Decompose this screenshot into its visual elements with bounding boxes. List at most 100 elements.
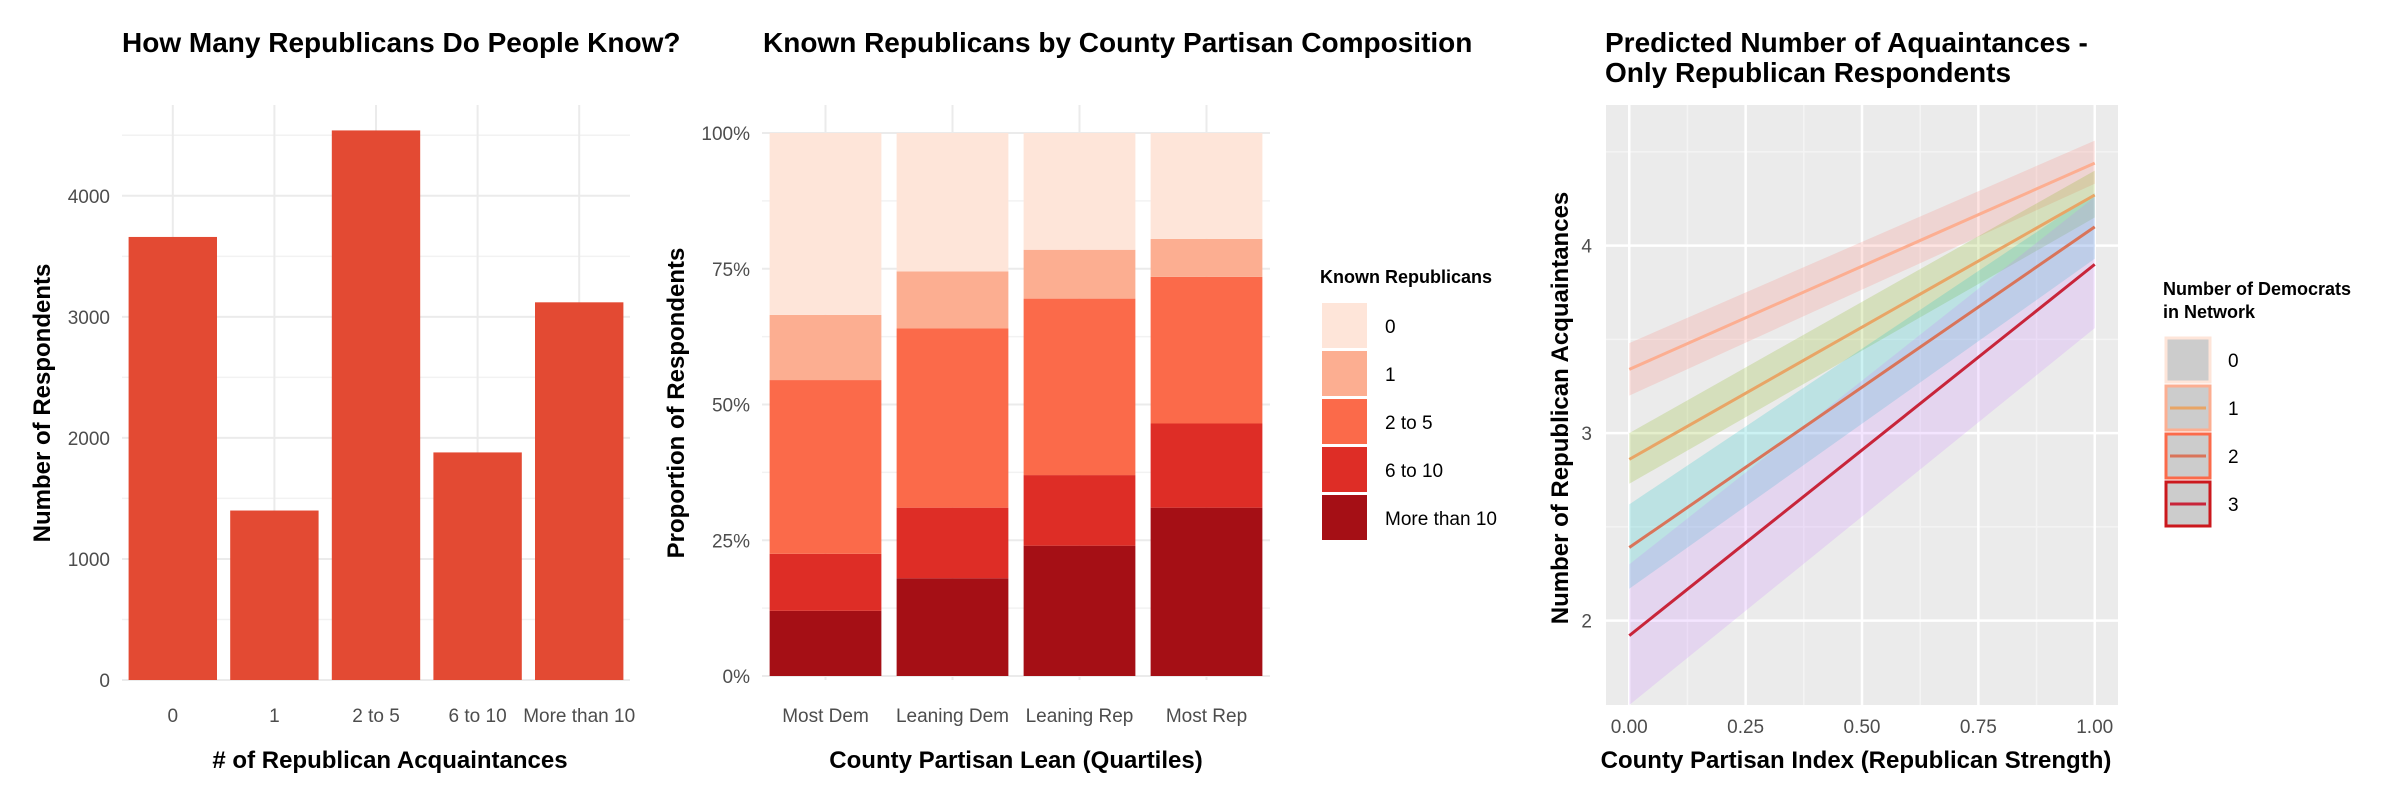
chart2-x-axis-title: County Partisan Lean (Quartiles) xyxy=(829,747,1202,774)
chart2-x-tick-leaning-rep: Leaning Rep xyxy=(1026,706,1134,727)
chart2-y-tick-labels: 0% 25% 50% 75% 100% xyxy=(701,124,750,688)
chart1-title: How Many Republicans Do People Know? xyxy=(122,27,681,58)
chart1-bar-1 xyxy=(230,510,319,680)
chart2-segment-most-dem-6-to-10 xyxy=(769,553,882,611)
chart3-y-tick-3: 3 xyxy=(1581,424,1592,445)
chart2-segment-leaning-rep-2-to-5 xyxy=(1023,298,1136,476)
chart3-x-tick-0-25: 0.25 xyxy=(1727,717,1764,738)
chart1-y-tick-3000: 3000 xyxy=(68,308,110,329)
chart3-band-2 xyxy=(1629,193,2095,589)
chart3-legend-label-0: 0 xyxy=(2228,351,2239,372)
chart1-y-tick-labels: 0 1000 2000 3000 4000 xyxy=(68,187,110,692)
chart3-legend-key-0 xyxy=(2164,336,2212,384)
chart2-segment-leaning-rep-1 xyxy=(1023,249,1136,299)
chart1-x-axis-title: # of Republican Acquaintances xyxy=(212,747,567,774)
chart2-legend-key-6-to-10 xyxy=(1322,447,1367,492)
chart2-segment-most-dem-1 xyxy=(769,314,882,381)
chart2-segment-most-rep-more-than-10 xyxy=(1150,507,1263,676)
chart2-segment-most-dem-2-to-5 xyxy=(769,380,882,554)
chart2-segment-leaning-rep-6-to-10 xyxy=(1023,475,1136,546)
chart1-bar-2-to-5 xyxy=(331,130,421,681)
chart3-x-tick-labels: 0.00 0.25 0.50 0.75 1.00 xyxy=(1611,717,2113,738)
chart2-y-tick-0: 0% xyxy=(723,667,751,688)
chart3-title-line2: Only Republican Respondents xyxy=(1605,57,2011,88)
chart2-y-tick-100: 100% xyxy=(701,124,750,145)
chart-predicted-acquaintances: Predicted Number of Aquaintances - Only … xyxy=(1547,27,2351,774)
chart2-title: Known Republicans by County Partisan Com… xyxy=(763,27,1472,58)
chart2-segment-most-rep-0 xyxy=(1150,133,1263,239)
chart2-segment-most-dem-0 xyxy=(769,133,882,315)
chart2-legend-key-1 xyxy=(1322,351,1367,396)
chart-partisan-composition-stacked: Known Republicans by County Partisan Com… xyxy=(663,27,1497,774)
chart2-segment-most-dem-more-than-10 xyxy=(769,610,882,676)
chart2-segment-most-rep-2-to-5 xyxy=(1150,276,1263,424)
chart2-legend-label-0: 0 xyxy=(1385,317,1396,338)
chart3-x-tick-0-50: 0.50 xyxy=(1844,717,1881,738)
chart2-segment-leaning-dem-0 xyxy=(896,133,1009,272)
chart1-bar-more-than-10 xyxy=(535,302,624,680)
chart3-legend-title-line2: in Network xyxy=(2163,302,2256,322)
chart-known-republicans-histogram: How Many Republicans Do People Know? 010… xyxy=(29,27,681,774)
chart3-band-0 xyxy=(1629,140,2095,396)
chart2-legend-label-more-than-10: More than 10 xyxy=(1385,509,1497,530)
chart3-x-tick-0-75: 0.75 xyxy=(1960,717,1997,738)
chart1-y-tick-4000: 4000 xyxy=(68,187,110,208)
chart2-x-tick-leaning-dem: Leaning Dem xyxy=(896,706,1009,727)
chart3-x-axis-title: County Partisan Index (Republican Streng… xyxy=(1601,747,2112,774)
chart2-legend: Known Republicans 0 1 2 to 5 6 to 10 More th… xyxy=(1320,267,1497,540)
chart2-segment-leaning-dem-6-to-10 xyxy=(896,507,1009,579)
chart2-stacked-bars xyxy=(769,133,1263,676)
chart2-y-axis-title: Proportion of Respondents xyxy=(663,248,690,559)
chart2-x-tick-most-rep: Most Rep xyxy=(1166,706,1247,727)
chart3-line-3 xyxy=(1628,263,2096,637)
chart2-y-tick-50: 50% xyxy=(712,396,750,417)
chart3-x-tick-0-00: 0.00 xyxy=(1611,717,1648,738)
chart2-legend-key-more-than-10 xyxy=(1322,495,1367,540)
chart2-x-tick-labels: Most Dem Leaning Dem Leaning Rep Most Rep xyxy=(782,706,1247,727)
chart1-y-axis-title: Number of Respondents xyxy=(29,264,56,543)
chart2-y-tick-25: 25% xyxy=(712,531,750,552)
chart2-x-tick-most-dem: Most Dem xyxy=(782,706,869,727)
chart1-x-tick-labels: 0 1 2 to 5 6 to 10 More than 10 xyxy=(168,706,636,727)
chart2-legend-key-0 xyxy=(1322,303,1367,348)
chart2-segment-leaning-rep-0 xyxy=(1023,133,1136,250)
chart3-line-2 xyxy=(1628,225,2096,549)
chart3-series-lines xyxy=(1628,161,2096,637)
chart2-legend-key-2-to-5 xyxy=(1322,399,1367,444)
chart1-x-tick-0: 0 xyxy=(168,706,179,727)
chart1-y-tick-1000: 1000 xyxy=(68,550,110,571)
chart3-x-tick-1-00: 1.00 xyxy=(2076,717,2113,738)
chart2-legend-label-6-to-10: 6 to 10 xyxy=(1385,461,1443,482)
chart1-x-tick-2-to-5: 2 to 5 xyxy=(352,706,400,727)
chart2-legend-label-1: 1 xyxy=(1385,365,1396,386)
chart3-y-tick-2: 2 xyxy=(1581,612,1592,633)
chart3-y-tick-labels: 2 3 4 xyxy=(1581,237,1592,633)
chart1-x-tick-more-than-10: More than 10 xyxy=(523,706,635,727)
chart2-segment-most-rep-1 xyxy=(1150,238,1263,277)
chart3-line-1 xyxy=(1628,193,2096,461)
chart1-x-tick-6-to-10: 6 to 10 xyxy=(449,706,507,727)
chart1-bar-0 xyxy=(128,236,217,680)
chart2-segment-leaning-rep-more-than-10 xyxy=(1023,545,1136,676)
chart1-x-tick-1: 1 xyxy=(269,706,280,727)
chart2-segment-leaning-dem-2-to-5 xyxy=(896,328,1009,508)
chart3-legend-title-line1: Number of Democrats xyxy=(2163,279,2351,299)
chart1-bar-6-to-10 xyxy=(433,452,522,680)
chart2-y-tick-75: 75% xyxy=(712,260,750,281)
chart2-segment-leaning-dem-1 xyxy=(896,271,1009,329)
chart3-legend-label-1: 1 xyxy=(2228,399,2239,420)
chart2-segment-most-rep-6-to-10 xyxy=(1150,423,1263,508)
chart3-legend: Number of Democrats in Network 0 1 2 3 xyxy=(2163,279,2351,528)
chart3-title-line1: Predicted Number of Aquaintances - xyxy=(1605,27,2088,58)
chart2-legend-label-2-to-5: 2 to 5 xyxy=(1385,413,1433,434)
chart1-y-tick-0: 0 xyxy=(99,671,110,692)
chart2-legend-title: Known Republicans xyxy=(1320,267,1492,287)
chart3-legend-label-2: 2 xyxy=(2228,447,2239,468)
chart2-segment-leaning-dem-more-than-10 xyxy=(896,578,1009,676)
chart3-y-axis-title: Number of Republican Acquaintances xyxy=(1547,192,1574,625)
chart3-line-0 xyxy=(1628,161,2096,371)
chart3-y-tick-4: 4 xyxy=(1581,237,1592,258)
chart1-bars xyxy=(128,130,624,681)
